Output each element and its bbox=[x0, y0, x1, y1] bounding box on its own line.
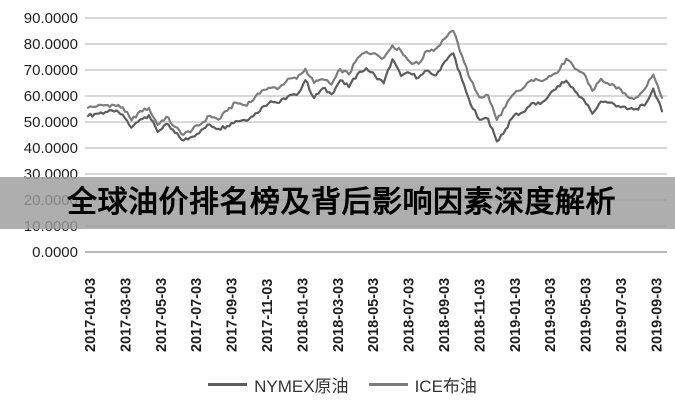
svg-text:50.0000: 50.0000 bbox=[24, 114, 78, 131]
svg-text:2018-05-03: 2018-05-03 bbox=[366, 278, 382, 352]
legend-item-nymex: NYMEX原油 bbox=[208, 372, 349, 397]
svg-text:2017-11-03: 2017-11-03 bbox=[260, 279, 276, 352]
svg-text:2019-09-03: 2019-09-03 bbox=[649, 278, 665, 352]
svg-text:2017-01-03: 2017-01-03 bbox=[83, 278, 99, 352]
svg-text:2018-11-03: 2018-11-03 bbox=[472, 279, 488, 352]
svg-text:2019-05-03: 2019-05-03 bbox=[579, 278, 595, 352]
svg-text:2018-07-03: 2018-07-03 bbox=[402, 278, 418, 352]
svg-text:0.0000: 0.0000 bbox=[32, 244, 78, 261]
svg-text:2018-01-03: 2018-01-03 bbox=[295, 278, 311, 352]
svg-text:2018-09-03: 2018-09-03 bbox=[437, 278, 453, 352]
svg-text:2019-03-03: 2019-03-03 bbox=[543, 278, 559, 352]
headline-title: 全球油价排名榜及背后影响因素深度解析 bbox=[67, 186, 616, 219]
legend-label-ice: ICE布油 bbox=[414, 377, 477, 396]
chart-legend: NYMEX原油 ICE布油 bbox=[0, 372, 675, 397]
nymex-line-icon bbox=[208, 383, 248, 386]
svg-text:2019-07-03: 2019-07-03 bbox=[614, 278, 630, 352]
svg-text:90.0000: 90.0000 bbox=[24, 10, 78, 27]
svg-text:80.0000: 80.0000 bbox=[24, 36, 78, 53]
svg-text:2017-05-03: 2017-05-03 bbox=[154, 278, 170, 352]
legend-item-ice: ICE布油 bbox=[368, 372, 477, 397]
svg-text:2017-03-03: 2017-03-03 bbox=[118, 278, 134, 352]
svg-text:70.0000: 70.0000 bbox=[24, 62, 78, 79]
legend-label-nymex: NYMEX原油 bbox=[254, 377, 349, 396]
ice-line-icon bbox=[368, 383, 408, 386]
svg-text:40.0000: 40.0000 bbox=[24, 140, 78, 157]
headline-banner: 全球油价排名榜及背后影响因素深度解析 bbox=[0, 177, 675, 229]
svg-text:2017-09-03: 2017-09-03 bbox=[225, 278, 241, 352]
svg-text:2018-03-03: 2018-03-03 bbox=[331, 278, 347, 352]
svg-text:60.0000: 60.0000 bbox=[24, 88, 78, 105]
svg-text:2019-01-03: 2019-01-03 bbox=[508, 278, 524, 352]
svg-text:2017-07-03: 2017-07-03 bbox=[189, 278, 205, 352]
